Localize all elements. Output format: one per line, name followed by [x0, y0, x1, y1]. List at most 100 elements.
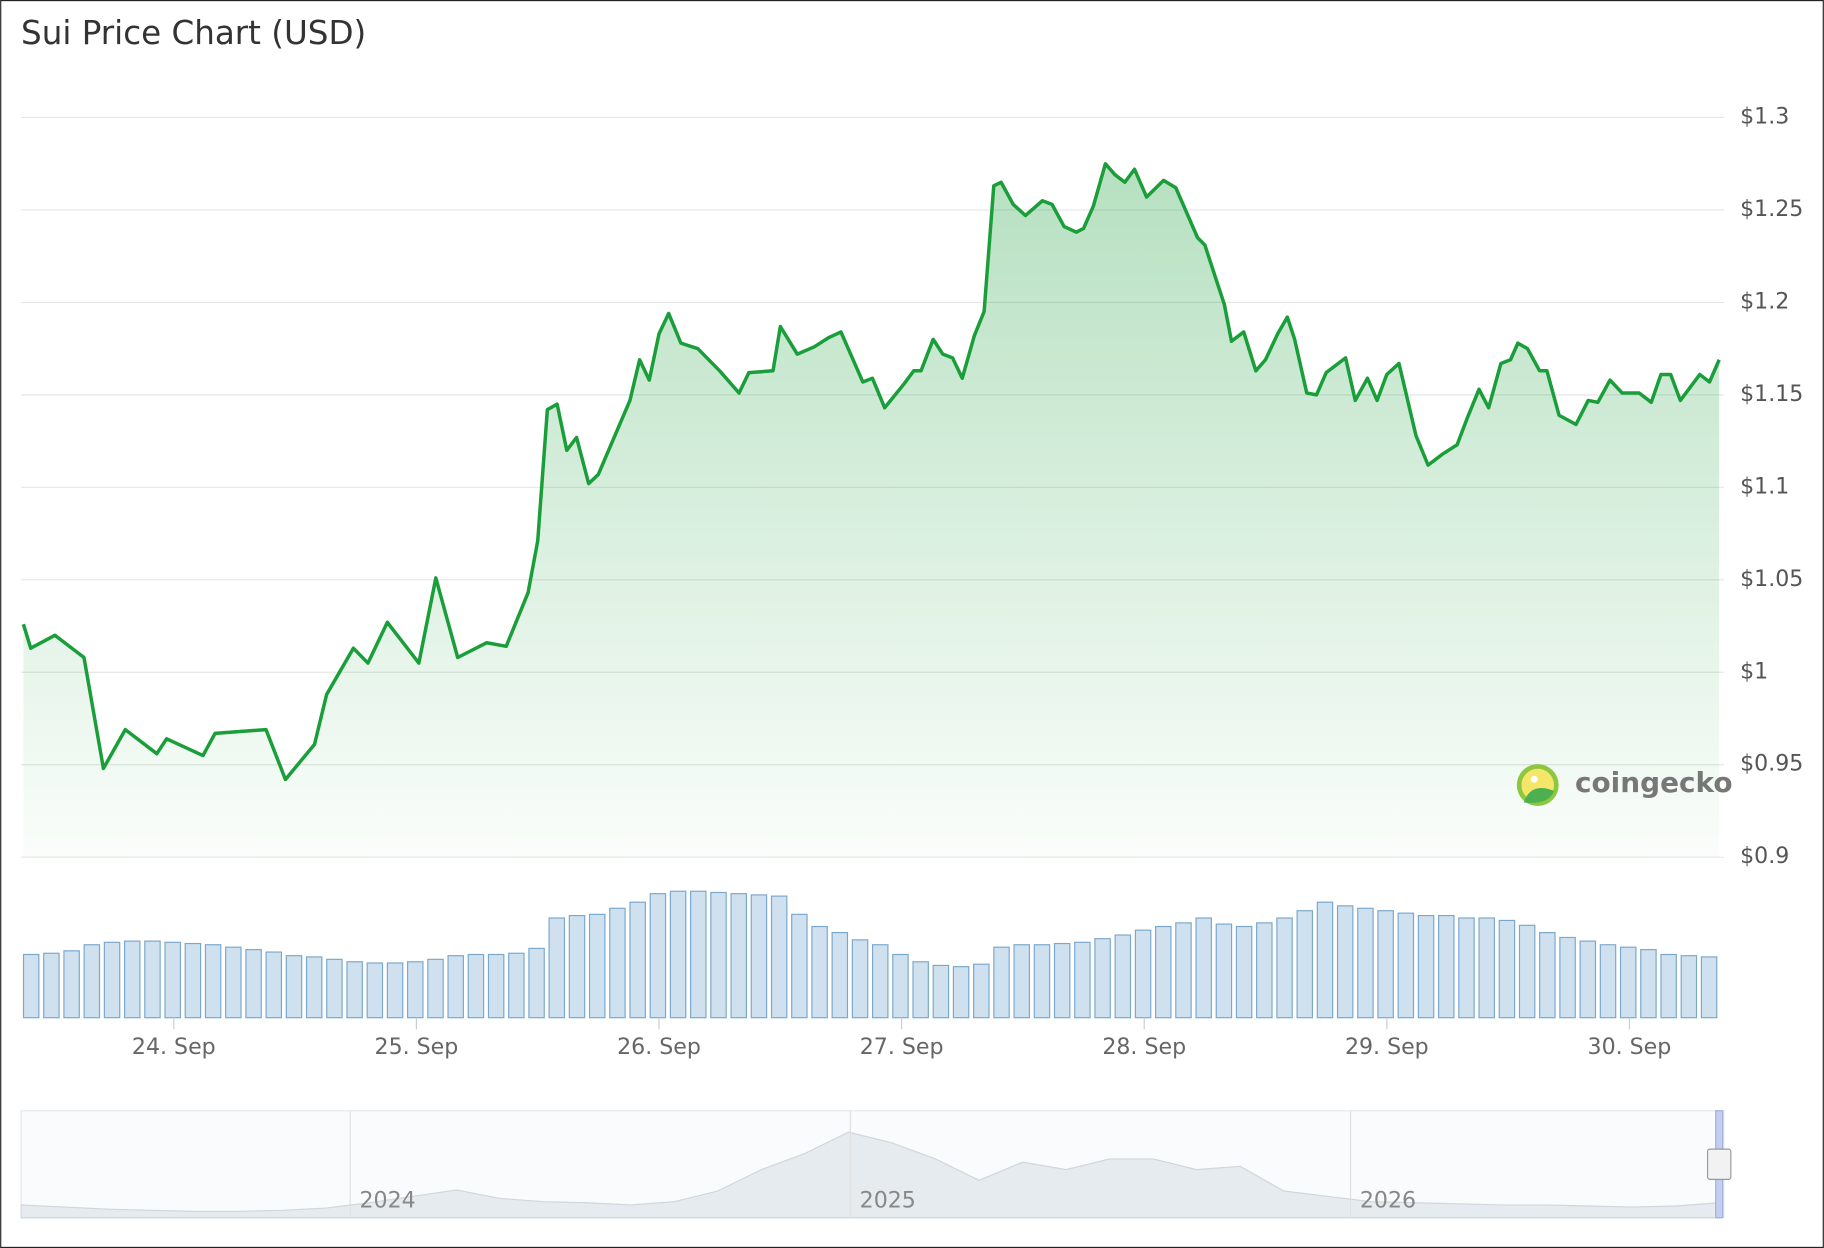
- volume-bar: [1478, 917, 1495, 1019]
- volume-bar: [1215, 923, 1233, 1019]
- volume-bar: [1074, 941, 1091, 1019]
- volume-bar: [1599, 944, 1617, 1019]
- volume-bar: [1579, 940, 1597, 1019]
- x-tick-label: 27. Sep: [860, 1034, 944, 1060]
- volume-bar: [63, 950, 80, 1019]
- x-tick-label: 25. Sep: [375, 1034, 459, 1060]
- volume-bar: [1154, 925, 1172, 1019]
- volume-bar: [1114, 934, 1132, 1019]
- navigator-area: [20, 1131, 1720, 1219]
- volume-bar: [1296, 910, 1314, 1019]
- volume-bar: [710, 891, 727, 1019]
- volume-bar: [770, 895, 788, 1019]
- volume-bar: [588, 913, 606, 1019]
- volume-bar: [750, 894, 768, 1019]
- y-tick-label: $1.2: [1740, 288, 1789, 314]
- volume-bar: [245, 949, 262, 1019]
- volume-bar: [1438, 914, 1455, 1019]
- y-tick-label: $1: [1740, 658, 1768, 684]
- volume-bar: [1397, 912, 1415, 1019]
- volume-bar: [1094, 938, 1111, 1019]
- volume-bar: [1518, 924, 1536, 1019]
- volume-bar: [366, 962, 384, 1019]
- y-tick-label: $0.9: [1740, 843, 1789, 869]
- x-tick-label: 30. Sep: [1588, 1034, 1672, 1060]
- volume-bar: [386, 962, 404, 1019]
- volume-bar: [1256, 922, 1273, 1019]
- volume-bar: [447, 955, 464, 1019]
- volume-bar: [1195, 917, 1212, 1019]
- volume-bar: [1640, 949, 1657, 1019]
- volume-bar: [1619, 946, 1637, 1019]
- volume-bar: [83, 944, 101, 1019]
- volume-bar: [1336, 905, 1354, 1019]
- volume-bar: [326, 958, 343, 1019]
- volume-bar: [508, 952, 525, 1019]
- volume-bar: [1276, 917, 1293, 1019]
- volume-bar: [22, 953, 40, 1019]
- navigator-tick-label: 2025: [860, 1187, 916, 1213]
- volume-bar: [427, 958, 444, 1019]
- volume-bar: [811, 925, 828, 1019]
- y-tick-label: $1.1: [1740, 473, 1789, 499]
- volume-bar: [609, 907, 626, 1019]
- volume-bar: [649, 893, 667, 1019]
- volume-bar: [1377, 910, 1394, 1019]
- volume-bar: [1134, 929, 1152, 1019]
- navigator-tick-label: 2024: [359, 1187, 415, 1213]
- volume-bar: [952, 966, 970, 1019]
- volume-bar: [932, 964, 950, 1019]
- volume-bar: [1700, 956, 1718, 1019]
- y-tick-label: $1.3: [1740, 103, 1789, 129]
- volume-bar: [1559, 936, 1576, 1019]
- volume-bar: [467, 953, 485, 1019]
- volume-bar: [1660, 953, 1677, 1019]
- volume-bar: [1316, 901, 1334, 1019]
- volume-bar: [1539, 932, 1556, 1019]
- price-area: [23, 163, 1720, 858]
- volume-bar: [103, 941, 121, 1019]
- volume-bar: [1417, 914, 1435, 1019]
- volume-bar: [528, 947, 545, 1019]
- volume-bar: [912, 961, 929, 1019]
- y-tick-label: $1.15: [1740, 381, 1803, 407]
- volume-bar: [285, 955, 303, 1019]
- volume-bar: [204, 944, 222, 1019]
- volume-bar: [123, 940, 141, 1019]
- volume-bar: [548, 917, 566, 1019]
- volume-bar: [1033, 944, 1051, 1019]
- volume-bar: [1357, 907, 1374, 1019]
- volume-bar: [43, 952, 60, 1019]
- volume-bar: [407, 961, 424, 1019]
- x-tick-label: 29. Sep: [1345, 1034, 1429, 1060]
- volume-bar: [871, 944, 889, 1019]
- x-tick-label: 28. Sep: [1102, 1034, 1186, 1060]
- volume-bar: [568, 914, 586, 1019]
- x-tick-label: 24. Sep: [132, 1034, 216, 1060]
- volume-bar: [791, 913, 808, 1019]
- volume-bar: [831, 932, 849, 1019]
- watermark-logo: [1516, 764, 1559, 807]
- volume-bar: [1680, 955, 1698, 1019]
- navigator-handle[interactable]: [1706, 1148, 1732, 1180]
- navigator-tick-label: 2026: [1360, 1187, 1416, 1213]
- volume-bar: [225, 946, 242, 1019]
- volume-bar: [164, 941, 181, 1019]
- volume-bar: [184, 942, 202, 1019]
- volume-bar: [1498, 919, 1516, 1019]
- volume-bar: [669, 890, 687, 1019]
- volume-bar: [487, 953, 505, 1019]
- volume-bar: [851, 939, 869, 1019]
- y-tick-label: $1.25: [1740, 196, 1803, 222]
- x-tick-label: 26. Sep: [617, 1034, 701, 1060]
- volume-bar: [730, 893, 747, 1019]
- volume-bar: [1235, 925, 1253, 1019]
- volume-bar: [346, 961, 363, 1019]
- y-tick-label: $1.05: [1740, 566, 1803, 592]
- volume-bar: [144, 940, 161, 1019]
- price-line: [21, 162, 1721, 782]
- watermark: coingecko: [1575, 766, 1733, 799]
- volume-bar: [892, 953, 909, 1019]
- chart-title: Sui Price Chart (USD): [21, 14, 366, 52]
- volume-bar: [1175, 922, 1192, 1019]
